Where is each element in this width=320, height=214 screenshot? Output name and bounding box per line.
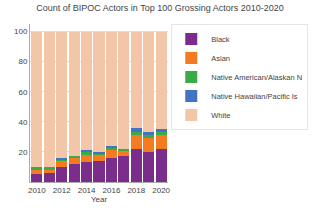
svg-text:100: 100 — [14, 27, 28, 36]
svg-text:Asian: Asian — [211, 54, 230, 63]
svg-text:20: 20 — [18, 148, 27, 157]
svg-text:60: 60 — [18, 88, 27, 97]
svg-text:Count of BIPOC Actors in Top 1: Count of BIPOC Actors in Top 100 Grossin… — [36, 3, 283, 13]
svg-text:White: White — [211, 111, 230, 120]
svg-text:2020: 2020 — [152, 186, 170, 195]
svg-text:Year: Year — [91, 195, 108, 204]
svg-text:2010: 2010 — [28, 186, 46, 195]
svg-text:80: 80 — [18, 57, 27, 66]
svg-text:Native American/Alaskan N: Native American/Alaskan N — [211, 73, 302, 82]
svg-text:2018: 2018 — [127, 186, 145, 195]
svg-text:2012: 2012 — [53, 186, 71, 195]
svg-text:2014: 2014 — [78, 186, 96, 195]
svg-text:40: 40 — [18, 118, 27, 127]
svg-text:Native Hawaiian/Pacific Is: Native Hawaiian/Pacific Is — [211, 92, 298, 101]
svg-text:2016: 2016 — [103, 186, 121, 195]
svg-text:Black: Black — [211, 35, 230, 44]
